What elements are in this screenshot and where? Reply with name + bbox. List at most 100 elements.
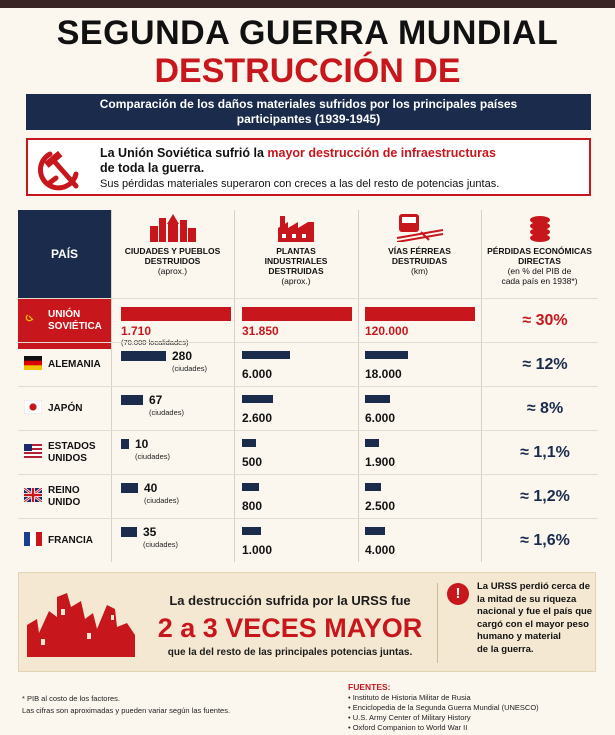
uk-flag-icon bbox=[24, 488, 42, 502]
ussr-flag-icon bbox=[24, 312, 42, 326]
top-bar bbox=[0, 0, 615, 8]
value-gdp-loss: ≈ 1,2% bbox=[520, 488, 570, 505]
bar-plants bbox=[242, 395, 273, 403]
coins-icon bbox=[529, 216, 550, 242]
sources-list: Instituto de Historia Militar de Rusia E… bbox=[348, 693, 539, 733]
table-row: ESTADOS UNIDOS 10 (ciudades) 500 1.900 ≈ 1,1% bbox=[18, 430, 598, 474]
hammer-sickle-icon bbox=[38, 150, 79, 191]
country-name: ALEMANIA bbox=[48, 359, 101, 370]
footnote-approx: Las cifras son aproximadas y pueden vari… bbox=[22, 706, 231, 715]
value-plants: 500 bbox=[242, 455, 263, 469]
ruins-icon bbox=[27, 593, 135, 657]
country-name: UNIÓN SOVIÉTICA bbox=[48, 309, 102, 332]
value-gdp-loss: ≈ 8% bbox=[526, 400, 564, 417]
conclusion-line-3: que la del resto de las principales pote… bbox=[167, 647, 413, 658]
value-cities: 40 bbox=[144, 481, 158, 495]
note-cities: (ciudades) bbox=[143, 540, 179, 549]
country-name: REINO UNIDO bbox=[48, 485, 81, 508]
factory-icon bbox=[278, 216, 314, 242]
conclusion-side-note: La URSS perdió cerca de la mitad de su r… bbox=[477, 581, 593, 655]
alert-icon: ! bbox=[447, 583, 469, 605]
banner-line-1: Comparación de los daños materiales sufr… bbox=[99, 97, 518, 111]
table-row: ALEMANIA 280 (ciudades) 6.000 18.000 ≈ 12% bbox=[18, 342, 598, 386]
table-row: FRANCIA 35 (ciudades) 1.000 4.000 ≈ 1,6% bbox=[18, 518, 598, 562]
bar-plants bbox=[242, 307, 352, 321]
source-item: Oxford Companion to World War II bbox=[348, 723, 539, 733]
bar-cities bbox=[121, 527, 137, 537]
source-item: Instituto de Historia Militar de Rusia bbox=[348, 693, 539, 703]
bar-rail bbox=[365, 527, 385, 535]
bar-plants bbox=[242, 439, 256, 447]
bar-cities bbox=[121, 351, 166, 361]
value-plants: 6.000 bbox=[242, 367, 273, 381]
value-cities: 35 bbox=[143, 525, 157, 539]
intro-line-1: La Unión Soviética sufrió la mayor destr… bbox=[100, 146, 496, 160]
bar-rail bbox=[365, 395, 390, 403]
bar-rail bbox=[365, 483, 381, 491]
source-item: U.S. Army Center of Military History bbox=[348, 713, 539, 723]
damage-table: PAÍS CIUDADES Y PUEBLOS DESTRUIDOS (apro… bbox=[18, 210, 598, 562]
sources-title: FUENTES: bbox=[348, 682, 391, 692]
value-rail: 2.500 bbox=[365, 499, 396, 513]
value-gdp-loss: ≈ 1,1% bbox=[520, 444, 570, 461]
value-cities: 10 bbox=[135, 437, 149, 451]
value-rail: 18.000 bbox=[365, 367, 402, 381]
country-name: JAPÓN bbox=[48, 403, 83, 414]
city-icon bbox=[149, 214, 196, 242]
train-icon bbox=[396, 214, 443, 242]
france-flag-icon bbox=[24, 532, 42, 546]
value-cities: 67 bbox=[149, 393, 163, 407]
value-plants: 1.000 bbox=[242, 543, 273, 557]
bar-rail bbox=[365, 439, 379, 447]
intro-line-2: de toda la guerra. bbox=[100, 161, 205, 175]
header-rail: VÍAS FÉRREAS DESTRUIDAS (km) bbox=[358, 210, 481, 298]
value-rail: 120.000 bbox=[365, 324, 409, 338]
value-plants: 800 bbox=[242, 499, 263, 513]
banner-line-2: participantes (1939-1945) bbox=[236, 112, 381, 126]
header-cities: CIUDADES Y PUEBLOS DESTRUIDOS (aprox.) bbox=[111, 210, 234, 298]
germany-flag-icon bbox=[24, 356, 42, 370]
bar-plants bbox=[242, 483, 259, 491]
value-gdp-loss: ≈ 1,6% bbox=[520, 532, 570, 549]
bar-rail bbox=[365, 351, 408, 359]
footnote-gdp: * PIB al costo de los factores. bbox=[22, 694, 120, 703]
conclusion-line-1: La destrucción sufrida por la URSS fue bbox=[169, 593, 411, 608]
note-cities: (ciudades) bbox=[172, 364, 208, 373]
country-header: PAÍS bbox=[18, 210, 111, 298]
description-banner: Comparación de los daños materiales sufr… bbox=[26, 94, 591, 130]
intro-box: La Unión Soviética sufrió la mayor destr… bbox=[26, 138, 591, 196]
intro-line-3: Sus pérdidas materiales superaron con cr… bbox=[100, 178, 500, 190]
bar-cities bbox=[121, 439, 129, 449]
value-rail: 6.000 bbox=[365, 411, 396, 425]
bar-cities bbox=[121, 483, 138, 493]
value-gdp-loss: ≈ 30% bbox=[522, 312, 568, 329]
note-cities: (ciudades) bbox=[144, 496, 180, 505]
header-plants: PLANTAS INDUSTRIALES DESTRUIDAS (aprox.) bbox=[234, 210, 358, 298]
value-rail: 1.900 bbox=[365, 455, 396, 469]
country-name: ESTADOS UNIDOS bbox=[48, 441, 96, 464]
value-gdp-loss: ≈ 12% bbox=[522, 356, 568, 373]
value-plants: 31.850 bbox=[242, 324, 279, 338]
bar-plants bbox=[242, 527, 261, 535]
note-cities: (ciudades) bbox=[135, 452, 171, 461]
page-title: SEGUNDA GUERRA MUNDIAL bbox=[56, 14, 559, 52]
conclusion-highlight: 2 a 3 VECES MAYOR bbox=[157, 613, 423, 643]
bar-plants bbox=[242, 351, 290, 359]
country-name: FRANCIA bbox=[48, 535, 93, 546]
intro-highlight: mayor destrucción de infraestructuras bbox=[267, 146, 496, 160]
value-cities: 280 bbox=[172, 349, 193, 363]
usa-flag-icon bbox=[24, 444, 42, 458]
note-cities: (ciudades) bbox=[149, 408, 185, 417]
japan-flag-icon bbox=[24, 400, 42, 414]
bar-rail bbox=[365, 307, 475, 321]
value-cities: 1.710 bbox=[121, 324, 152, 338]
conclusion-divider bbox=[437, 583, 438, 663]
source-item: Enciclopedia de la Segunda Guerra Mundia… bbox=[348, 703, 539, 713]
table-row: JAPÓN 67 (ciudades) 2.600 6.000 ≈ 8% bbox=[18, 386, 598, 430]
value-plants: 2.600 bbox=[242, 411, 273, 425]
header-gdp: PÉRDIDAS ECONÓMICAS DIRECTAS (en % del P… bbox=[481, 210, 598, 298]
value-rail: 4.000 bbox=[365, 543, 396, 557]
bar-cities bbox=[121, 307, 231, 321]
table-row: UNIÓN SOVIÉTICA 1.710 (70.000 localidades) 3… bbox=[18, 298, 598, 349]
conclusion-box: La destrucción sufrida por la URSS fue 2… bbox=[18, 572, 596, 672]
